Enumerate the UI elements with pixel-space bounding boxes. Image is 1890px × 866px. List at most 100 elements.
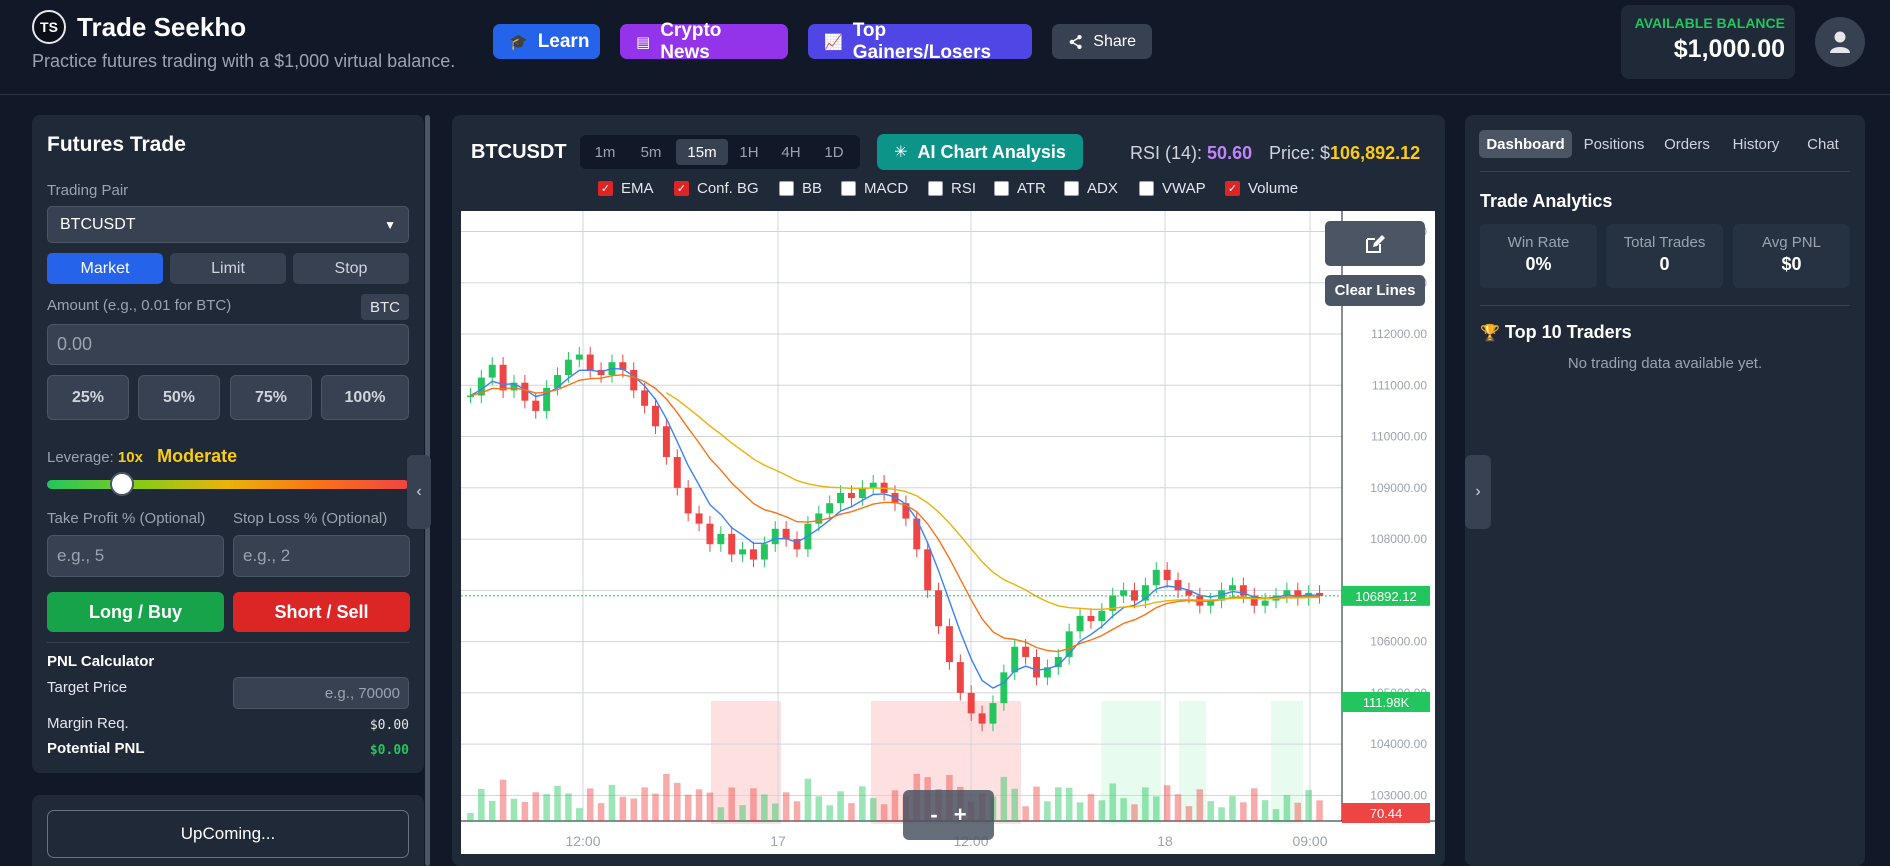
collapse-left-button[interactable]: ‹ xyxy=(407,455,431,529)
collapse-right-button[interactable]: › xyxy=(1465,455,1491,529)
price-chart[interactable]: 114000.00113000.00112000.00111000.001100… xyxy=(461,211,1435,854)
amount-input[interactable]: 0.00 xyxy=(47,324,409,365)
order-type-limit[interactable]: Limit xyxy=(170,253,286,284)
rsi-value: 50.60 xyxy=(1207,143,1253,163)
timeframe-1m[interactable]: 1m xyxy=(594,143,616,161)
candle-body xyxy=(1033,656,1041,678)
sparkle-icon: ✳ xyxy=(894,144,908,161)
candle-body xyxy=(575,354,583,360)
indicator-adx[interactable]: ADX xyxy=(1064,180,1118,197)
take-profit-label: Take Profit % (Optional) xyxy=(47,510,206,527)
candle-body xyxy=(564,359,572,376)
leverage-slider-thumb[interactable] xyxy=(110,472,134,496)
stop-loss-input[interactable]: e.g., 2 xyxy=(233,535,410,577)
volume-bar xyxy=(586,788,594,821)
volume-bar xyxy=(554,785,561,821)
upcoming-button[interactable]: UpComing... xyxy=(47,810,409,858)
percent-25-button[interactable]: 25% xyxy=(47,375,129,420)
tab-positions[interactable]: Positions xyxy=(1583,135,1645,153)
zoom-in-button[interactable]: + xyxy=(953,802,967,827)
indicator-volume[interactable]: ✓ Volume xyxy=(1225,180,1298,197)
volume-bar xyxy=(848,803,855,821)
indicator-ema[interactable]: ✓ EMA xyxy=(598,180,654,197)
candle-body xyxy=(1011,646,1019,673)
timeframe-15m[interactable]: 15m xyxy=(676,139,728,165)
price-chart-svg[interactable]: 114000.00113000.00112000.00111000.001100… xyxy=(461,211,1435,854)
volume-bar xyxy=(1272,809,1280,821)
indicator-ema-label: EMA xyxy=(621,180,654,197)
stat-label: Total Trades xyxy=(1623,234,1706,251)
draw-tool-button[interactable] xyxy=(1325,221,1425,266)
short-sell-button[interactable]: Short / Sell xyxy=(233,592,410,632)
percent-75-button[interactable]: 75% xyxy=(230,375,312,420)
volume-bar xyxy=(1000,776,1008,821)
volume-bar xyxy=(488,800,496,821)
indicator-macd[interactable]: MACD xyxy=(841,180,908,197)
x-tick-label: 18 xyxy=(1157,833,1173,849)
ai-chart-analysis-button[interactable]: ✳ AI Chart Analysis xyxy=(877,134,1083,170)
tab-chat[interactable]: Chat xyxy=(1807,135,1839,153)
candle-body xyxy=(477,377,485,396)
take-profit-input[interactable]: e.g., 5 xyxy=(47,535,224,577)
candle-body xyxy=(793,539,801,550)
order-type-market[interactable]: Market xyxy=(47,253,163,284)
volume-bar xyxy=(641,787,648,821)
timeframe-4h[interactable]: 4H xyxy=(781,143,801,161)
timeframe-5m[interactable]: 5m xyxy=(640,143,662,161)
volume-bar xyxy=(695,789,703,821)
volume-bar xyxy=(739,805,746,821)
candle-body xyxy=(837,492,845,504)
long-buy-button[interactable]: Long / Buy xyxy=(47,592,224,632)
learn-button[interactable]: 🎓 Learn xyxy=(493,24,600,59)
percent-50-button[interactable]: 50% xyxy=(138,375,220,420)
tab-history[interactable]: History xyxy=(1732,135,1780,153)
volume-bar xyxy=(499,779,507,821)
volume-bar xyxy=(1283,795,1291,821)
candle-body xyxy=(652,405,659,427)
stat-value: $0 xyxy=(1781,254,1802,274)
candle-body xyxy=(1207,600,1215,606)
indicator-atr[interactable]: ATR xyxy=(994,180,1046,197)
tab-orders[interactable]: Orders xyxy=(1664,135,1710,153)
indicator-bb[interactable]: BB xyxy=(779,180,822,197)
last-price-label: 106892.12 xyxy=(1355,589,1416,604)
stat-value: 0% xyxy=(1525,254,1552,274)
timeframe-1h[interactable]: 1H xyxy=(739,143,759,161)
price-label: Price: xyxy=(1269,143,1316,163)
candle-body xyxy=(935,590,943,627)
zoom-out-button[interactable]: - xyxy=(930,802,938,827)
candle-body xyxy=(641,390,649,406)
indicator-rsi[interactable]: RSI xyxy=(928,180,976,197)
share-button[interactable]: Share xyxy=(1052,24,1152,59)
balance-box: AVAILABLE BALANCE $1,000.00 xyxy=(1621,5,1795,79)
y-tick-label: 108000.00 xyxy=(1370,532,1427,546)
leverage-slider[interactable] xyxy=(47,480,409,489)
volume-bar xyxy=(1011,788,1019,821)
top-gainers-button[interactable]: 📈 Top Gainers/Losers xyxy=(808,20,1032,63)
tab-dashboard[interactable]: Dashboard xyxy=(1479,130,1572,158)
target-price-input[interactable]: e.g., 70000 xyxy=(233,677,409,709)
crypto-news-button[interactable]: ▤ Crypto News xyxy=(620,20,788,63)
clear-lines-button[interactable]: Clear Lines xyxy=(1325,275,1425,306)
percent-100-button[interactable]: 100% xyxy=(321,375,409,420)
volume-bar xyxy=(869,798,877,821)
candle-body xyxy=(554,375,562,388)
user-avatar-button[interactable] xyxy=(1815,17,1865,67)
y-tick-label: 110000.00 xyxy=(1371,430,1427,444)
candle-body xyxy=(695,513,703,524)
trading-pair-select[interactable]: BTCUSDT ▼ xyxy=(47,206,409,243)
candle-body xyxy=(1065,631,1073,657)
volume-bar xyxy=(1240,802,1247,821)
order-type-stop[interactable]: Stop xyxy=(293,253,409,284)
ema-mid-line xyxy=(470,374,1320,653)
candle-body xyxy=(760,544,768,560)
volume-bar xyxy=(1196,789,1204,821)
volume-bar xyxy=(521,802,529,821)
stat-label: Win Rate xyxy=(1507,234,1570,251)
candle-body xyxy=(945,626,953,663)
indicator-vwap[interactable]: VWAP xyxy=(1139,180,1206,197)
timeframe-1d[interactable]: 1D xyxy=(824,143,844,161)
indicator-conf-bg[interactable]: ✓ Conf. BG xyxy=(674,180,759,197)
top-traders-title: 🏆 Top 10 Traders xyxy=(1480,322,1632,343)
potential-pnl-label: Potential PNL xyxy=(47,740,145,757)
